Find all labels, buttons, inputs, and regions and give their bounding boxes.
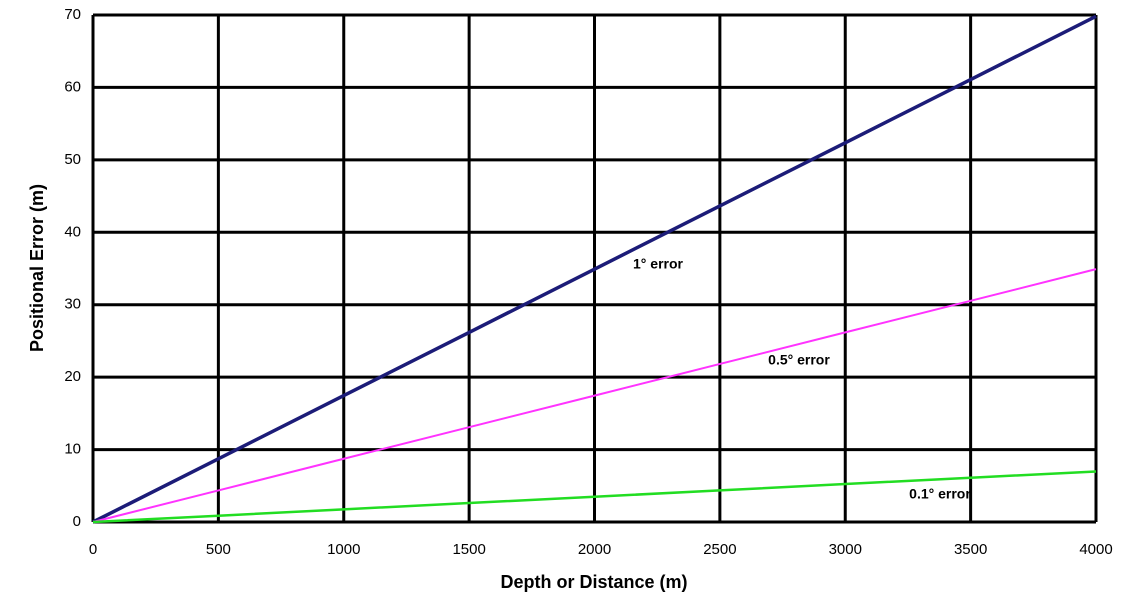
series-line [92,268,1097,523]
series-line [92,14,1097,524]
line-label: 1° error [633,256,684,272]
x-tick-label: 3000 [829,541,862,558]
y-tick-label: 10 [64,441,81,458]
y-tick-label: 60 [64,78,81,95]
x-tick-label: 1500 [452,541,485,558]
x-tick-label: 2500 [703,541,736,558]
x-axis-title: Depth or Distance (m) [500,572,687,592]
y-axis-title: Positional Error (m) [27,184,47,352]
x-tick-label: 3500 [954,541,987,558]
y-tick-label: 30 [64,296,81,313]
series-line [92,470,1097,524]
x-tick-label: 1000 [327,541,360,558]
x-tick-label: 2000 [578,541,611,558]
y-tick-label: 70 [64,6,81,23]
line-label: 0.5° error [768,352,830,368]
y-tick-label: 50 [64,151,81,168]
y-tick-label: 20 [64,368,81,385]
y-tick-label: 40 [64,223,81,240]
line-label: 0.1° error [909,486,971,502]
x-tick-label: 4000 [1079,541,1112,558]
y-tick-label: 0 [73,513,81,530]
x-tick-label: 0 [89,541,97,558]
x-tick-label: 500 [206,541,231,558]
